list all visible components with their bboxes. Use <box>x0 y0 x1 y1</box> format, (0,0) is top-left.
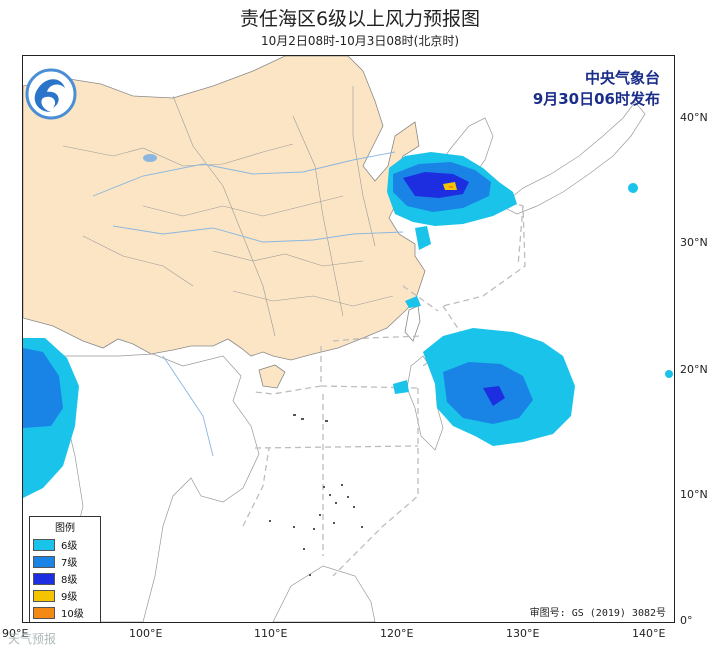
legend-label: 10级 <box>61 609 84 620</box>
map-canvas <box>23 56 673 622</box>
china-landmass <box>23 56 426 361</box>
map-title: 责任海区6级以上风力预报图 <box>239 8 481 30</box>
wind-area-force10 <box>449 186 453 188</box>
hainan-island <box>258 364 286 389</box>
legend-label: 7级 <box>61 558 78 569</box>
cma-logo-icon <box>25 68 77 120</box>
legend-swatch <box>33 572 55 585</box>
lat-tick-10: 10°N <box>680 488 708 501</box>
japan-islands <box>500 101 646 215</box>
legend-item: 6级 <box>33 536 97 553</box>
lat-tick-30: 30°N <box>680 236 708 249</box>
legend-item: 9级 <box>33 587 97 604</box>
legend-item: 10级 <box>33 604 97 621</box>
legend-item: 7级 <box>33 553 97 570</box>
legend: 图例 6级 7级 8级 9级 10级 <box>29 516 101 622</box>
approval-number: 审图号: GS (2019) 3082号 <box>529 608 666 619</box>
lon-tick-110: 110°E <box>254 627 288 640</box>
province-boundaries <box>62 86 394 337</box>
lat-tick-20: 20°N <box>680 363 708 376</box>
legend-label: 9级 <box>61 592 78 603</box>
watermark: 天气预报 <box>8 632 57 646</box>
legend-swatch <box>33 555 55 568</box>
agency-name: 中央气象台 <box>584 69 660 87</box>
lon-tick-120: 120°E <box>380 627 414 640</box>
map-frame[interactable]: 中央气象台 9月30日06时发布 图例 6级 7级 8级 9级 10级 审图号: GS … <box>22 55 675 623</box>
qinghai-lake <box>143 154 157 162</box>
rivers <box>92 151 404 457</box>
wind-area-force8 <box>403 172 505 406</box>
agency-issue-time: 9月30日06时发布 <box>532 90 660 108</box>
south-china-sea-islands <box>269 414 363 576</box>
legend-swatch <box>33 538 55 551</box>
legend-title: 图例 <box>55 523 75 534</box>
legend-label: 8级 <box>61 575 78 586</box>
legend-swatch <box>33 589 55 602</box>
lat-tick-0: 0° <box>680 614 693 627</box>
indochina-peninsula <box>50 353 260 622</box>
borneo-island <box>272 565 376 622</box>
lon-tick-100: 100°E <box>129 627 163 640</box>
issuing-agency-stamp: 中央气象台 9月30日06时发布 <box>533 68 660 110</box>
lon-tick-130: 130°E <box>506 627 540 640</box>
lon-tick-90: 90°E <box>2 627 29 640</box>
legend-label: 6级 <box>61 541 78 552</box>
map-subtitle: 10月2日08时-10月3日08时(北京时) <box>260 34 460 48</box>
legend-item: 8级 <box>33 570 97 587</box>
legend-swatch <box>33 606 55 619</box>
lat-tick-40: 40°N <box>680 111 708 124</box>
lon-tick-140: 140°E <box>632 627 666 640</box>
